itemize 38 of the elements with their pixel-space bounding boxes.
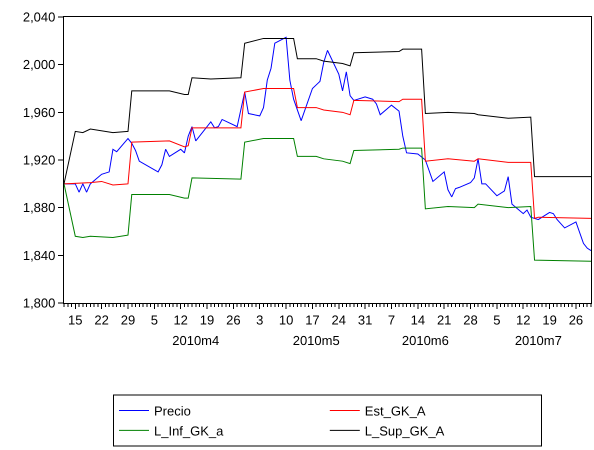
x-tick-label: 28	[463, 312, 478, 328]
x2-tick-label: 2010m5	[292, 333, 340, 348]
line-series	[64, 36, 591, 252]
x-tick-label: 24	[332, 312, 346, 328]
y-tick-label: 1,840	[22, 248, 56, 263]
x-tick-label: 5	[150, 312, 158, 328]
x-tick-label: 21	[436, 312, 452, 328]
y-tick-label: 1,880	[22, 200, 56, 216]
x-tick-label: 17	[305, 312, 320, 328]
legend-label: L_Sup_GK_A	[364, 423, 445, 438]
line-series	[64, 138, 591, 262]
x2-tick-label: 2010m4	[172, 333, 220, 348]
x-tick-label: 12	[173, 312, 188, 328]
y-tick-label: 2,040	[22, 10, 56, 25]
x-tick-label: 22	[94, 312, 109, 328]
legend-label: L_Inf_GK_a	[154, 423, 224, 438]
x-tick-label: 7	[388, 312, 396, 328]
x-tick-label: 26	[568, 312, 584, 328]
line-series	[64, 88, 591, 219]
x-tick-label: 29	[120, 312, 136, 328]
x2-tick-label: 2010m7	[514, 333, 562, 348]
x-tick-label: 26	[226, 312, 241, 328]
x-tick-label: 19	[542, 312, 557, 328]
x2-tick-label: 2010m6	[402, 333, 449, 348]
y-tick-label: 1,800	[22, 296, 56, 311]
x-tick-label: 14	[410, 312, 426, 328]
y-tick-label: 1,960	[22, 104, 56, 120]
legend-label: Est_GK_A	[364, 404, 426, 419]
x-tick-label: 15	[68, 312, 83, 328]
x-tick-label: 31	[358, 312, 372, 328]
x-tick-label: 10	[278, 312, 294, 328]
y-tick-label: 1,920	[22, 152, 56, 168]
x-tick-label: 19	[200, 312, 214, 328]
x-tick-label: 5	[493, 312, 501, 328]
x-tick-label: 12	[516, 312, 530, 328]
legend-label: Precio	[154, 404, 191, 419]
y-tick-label: 2,000	[22, 57, 56, 72]
x-tick-label: 3	[256, 312, 264, 328]
